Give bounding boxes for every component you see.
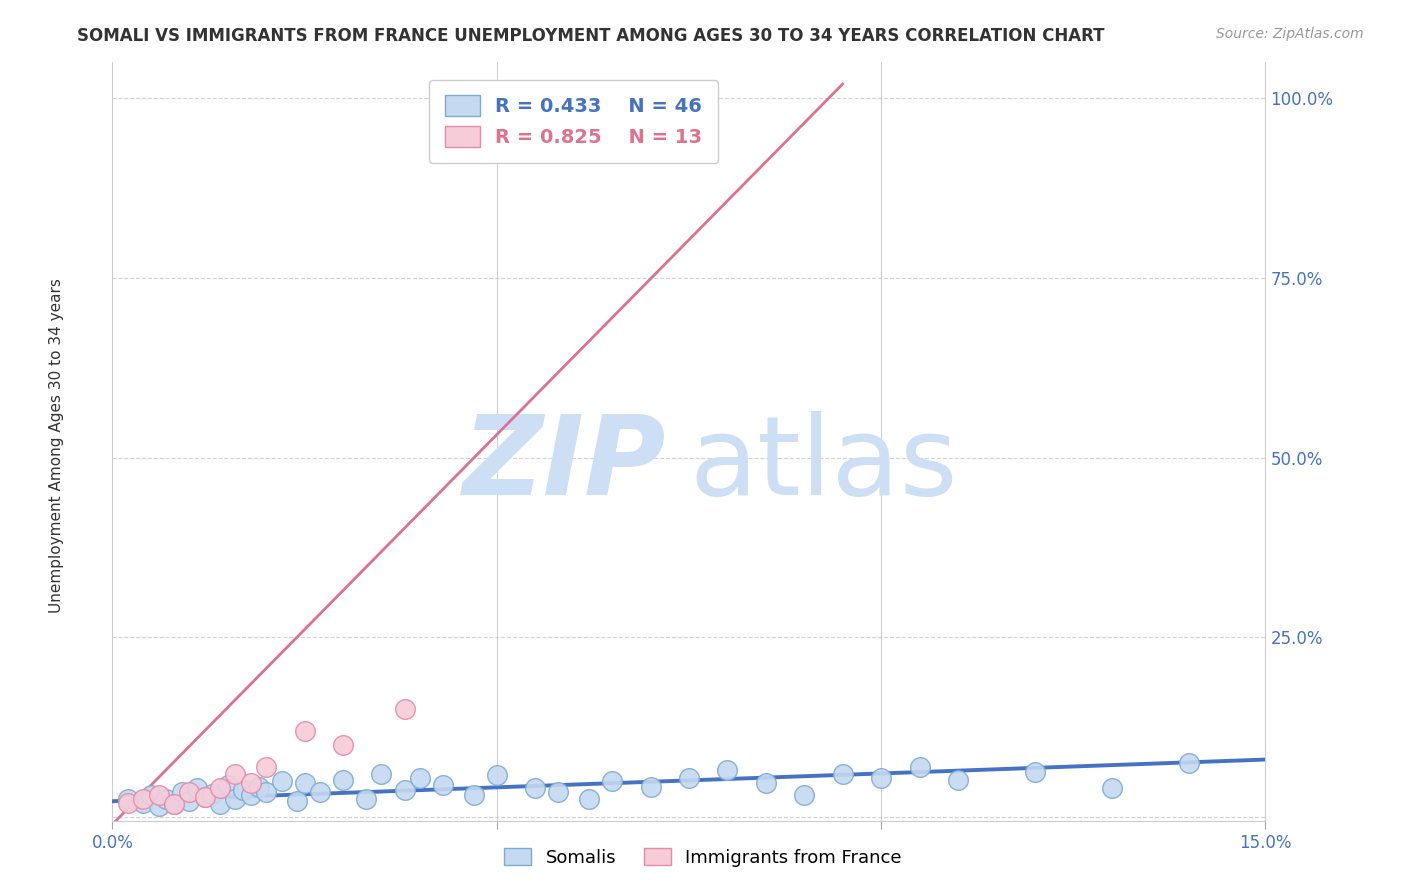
Point [254, 760, 277, 774]
Point [831, 767, 853, 781]
Point [1101, 781, 1123, 796]
Point [170, 785, 193, 799]
Point [254, 785, 277, 799]
Point [1177, 756, 1199, 771]
Point [432, 778, 454, 792]
Point [678, 771, 700, 785]
Point [332, 772, 354, 787]
Point [1024, 765, 1046, 780]
Point [332, 738, 354, 752]
Point [755, 775, 778, 789]
Point [194, 789, 217, 804]
Point [394, 702, 416, 716]
Point [186, 781, 208, 796]
Text: ZIP: ZIP [463, 411, 666, 517]
Point [163, 797, 186, 811]
Point [270, 774, 292, 789]
Point [908, 760, 931, 774]
Point [354, 792, 377, 806]
Point [217, 778, 239, 792]
Point [370, 767, 392, 781]
Point [148, 789, 170, 803]
Point [716, 764, 738, 778]
Point [524, 781, 547, 796]
Point [132, 792, 155, 806]
Point [547, 785, 569, 799]
Text: atlas: atlas [689, 411, 957, 517]
Point [870, 771, 893, 785]
Point [201, 787, 224, 801]
Point [946, 772, 969, 787]
Point [394, 782, 416, 797]
Point [463, 789, 485, 803]
Point [409, 771, 432, 785]
Point [578, 792, 600, 806]
Point [209, 797, 232, 811]
Point [139, 789, 162, 803]
Point [600, 774, 623, 789]
Text: Unemployment Among Ages 30 to 34 years: Unemployment Among Ages 30 to 34 years [49, 278, 63, 614]
Point [485, 768, 508, 782]
Point [132, 796, 155, 810]
Point [793, 789, 815, 803]
Point [232, 782, 254, 797]
Point [155, 792, 177, 806]
Point [179, 785, 201, 799]
Text: Source: ZipAtlas.com: Source: ZipAtlas.com [1216, 27, 1364, 41]
Point [239, 775, 262, 789]
Point [294, 723, 316, 738]
Text: SOMALI VS IMMIGRANTS FROM FRANCE UNEMPLOYMENT AMONG AGES 30 TO 34 YEARS CORRELAT: SOMALI VS IMMIGRANTS FROM FRANCE UNEMPLO… [77, 27, 1105, 45]
Point [294, 775, 316, 789]
Point [224, 767, 246, 781]
Point [247, 780, 270, 794]
Point [148, 799, 170, 814]
Point [117, 796, 139, 810]
Point [239, 789, 262, 803]
Point [194, 789, 217, 804]
Point [117, 792, 139, 806]
Point [224, 792, 246, 806]
Legend: R = 0.433    N = 46, R = 0.825    N = 13: R = 0.433 N = 46, R = 0.825 N = 13 [429, 79, 718, 163]
Legend: Somalis, Immigrants from France: Somalis, Immigrants from France [498, 841, 908, 874]
Point [209, 781, 232, 796]
Point [179, 794, 201, 808]
Point [163, 797, 186, 811]
Point [285, 794, 308, 808]
Point [640, 780, 662, 794]
Point [309, 785, 332, 799]
